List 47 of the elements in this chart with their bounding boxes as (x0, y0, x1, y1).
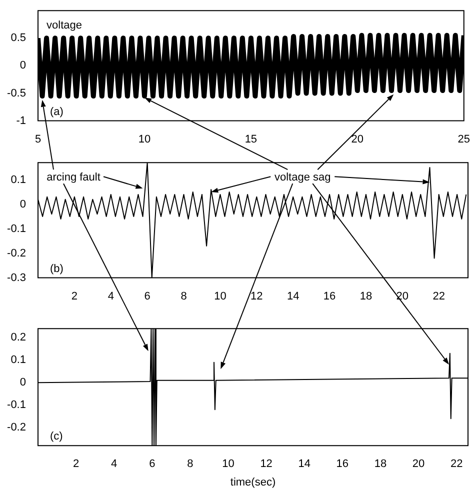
x-tick-label: 8 (180, 290, 187, 302)
x-tick-label: 15 (244, 133, 258, 146)
x-tick-label: 10 (222, 458, 234, 470)
x-tick-label: 6 (149, 458, 156, 470)
y-tick-label: -0.2 (7, 422, 26, 434)
x-tick-label: 22 (450, 458, 463, 470)
y-tick-label: -0.1 (7, 222, 26, 235)
x-tick-label: 16 (323, 290, 336, 302)
y-tick-label: -0.1 (7, 399, 26, 412)
y-tick-label: 0 (20, 60, 26, 72)
y-tick-label: -0.2 (7, 247, 26, 260)
x-tick-label: 10 (138, 133, 151, 146)
x-tick-label: 8 (187, 458, 194, 470)
x-tick-label: 5 (34, 133, 42, 146)
y-tick-label: 0.5 (10, 32, 26, 44)
x-axis-title: time(sec) (230, 476, 276, 488)
y-tick-label: 0.1 (10, 174, 26, 186)
x-tick-label: 18 (374, 458, 387, 470)
y-tick-label: -0.5 (7, 87, 26, 100)
x-tick-label: 14 (286, 290, 300, 302)
x-tick-label: 2 (71, 290, 78, 302)
annotation: arcing fault (46, 172, 100, 184)
x-tick-label: 14 (298, 458, 310, 470)
annotation: (a) (50, 106, 64, 118)
x-tick-label: 18 (360, 290, 372, 302)
y-tick-label: 0.2 (10, 332, 26, 344)
x-tick-label: 16 (336, 458, 349, 470)
x-tick-label: 4 (108, 290, 114, 302)
x-tick-label: 6 (144, 290, 150, 302)
x-tick-label: 12 (250, 290, 263, 302)
y-tick-label: -0.3 (7, 272, 26, 284)
annotation: voltage sag (274, 172, 331, 184)
y-tick-label: -1 (16, 114, 26, 127)
annotation: voltage (46, 20, 82, 32)
y-tick-label: 0 (20, 198, 26, 210)
y-tick-label: 0 (20, 376, 26, 389)
x-tick-label: 10 (214, 290, 226, 302)
x-tick-label: 20 (351, 133, 364, 146)
x-tick-label: 25 (458, 133, 470, 146)
annotation: (b) (50, 262, 64, 275)
x-tick-label: 20 (412, 458, 425, 470)
x-tick-label: 2 (72, 458, 80, 470)
x-tick-label: 12 (260, 458, 272, 470)
x-tick-label: 22 (432, 290, 445, 302)
annotation: (c) (50, 430, 63, 443)
y-tick-label: 0.1 (10, 354, 26, 366)
x-tick-label: 4 (111, 458, 118, 470)
